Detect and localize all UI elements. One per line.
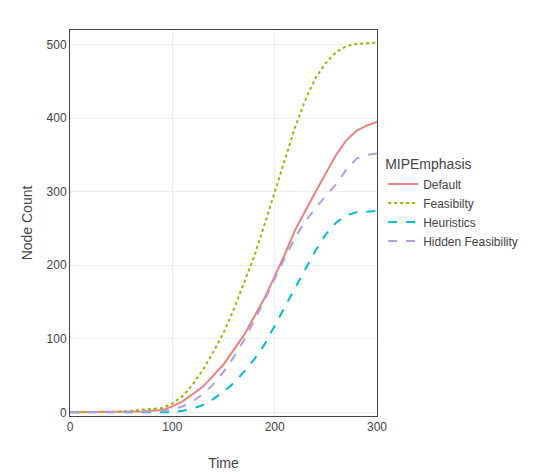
- svg-text:0: 0: [67, 420, 74, 434]
- svg-text:500: 500: [47, 38, 67, 52]
- svg-text:300: 300: [47, 185, 67, 199]
- svg-text:400: 400: [47, 111, 67, 125]
- svg-text:100: 100: [162, 420, 182, 434]
- svg-text:300: 300: [367, 420, 387, 434]
- svg-text:Time: Time: [208, 455, 239, 471]
- svg-text:200: 200: [47, 258, 67, 272]
- svg-text:100: 100: [47, 332, 67, 346]
- svg-text:0: 0: [60, 406, 67, 420]
- svg-text:Hidden Feasibility: Hidden Feasibility: [423, 235, 518, 249]
- svg-text:Node Count: Node Count: [19, 186, 35, 261]
- svg-text:200: 200: [265, 420, 285, 434]
- svg-text:Feasibilty: Feasibilty: [423, 197, 474, 211]
- svg-text:Heuristics: Heuristics: [423, 216, 476, 230]
- svg-text:Default: Default: [423, 178, 462, 192]
- svg-text:MIPEmphasis: MIPEmphasis: [385, 156, 471, 172]
